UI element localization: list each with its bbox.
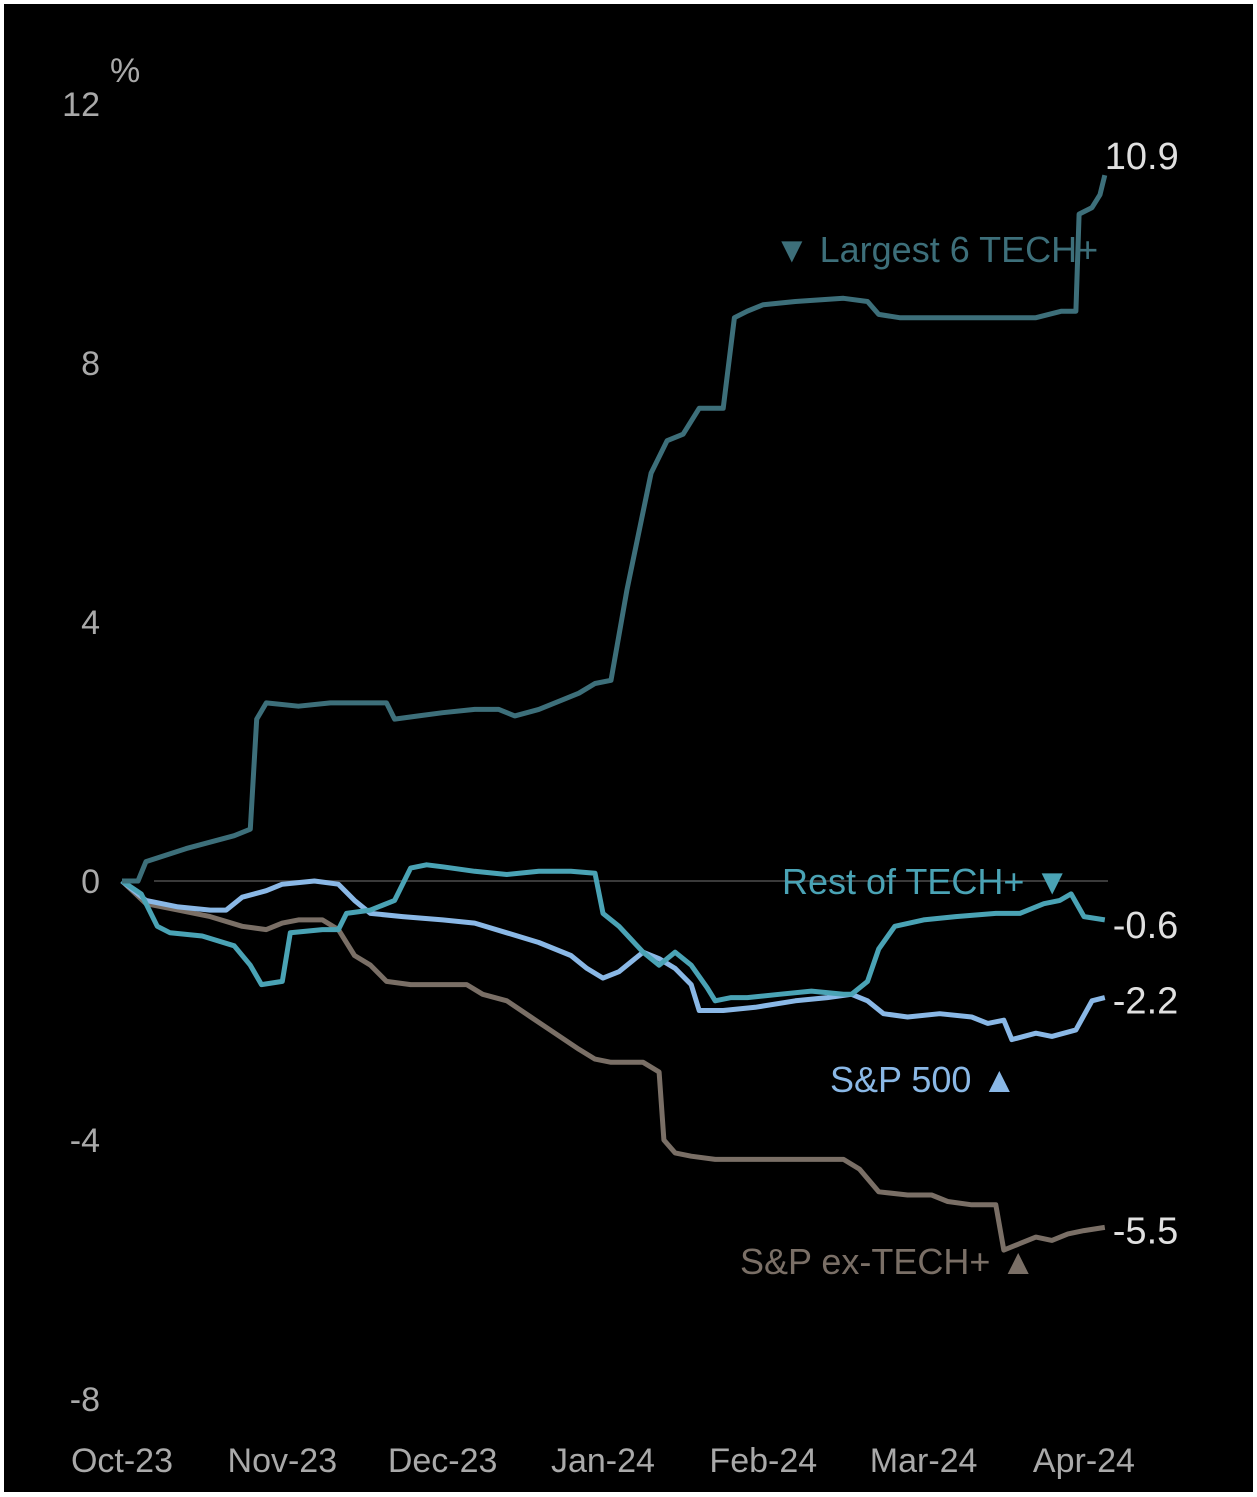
x-axis-ticks: Oct-23 Nov-23 Dec-23 Jan-24 Feb-24 Mar-24 Apr-… xyxy=(71,1442,1135,1480)
x-tick-label: Apr-24 xyxy=(1033,1442,1135,1480)
line-chart: % 12 8 4 0 -4 -8 Oct-23 Nov-23 Dec-23 Jan-24 Feb-… xyxy=(62,52,1179,1480)
y-axis-unit-label: % xyxy=(110,52,140,90)
y-axis-ticks: 12 8 4 0 -4 -8 xyxy=(62,86,100,1419)
series-end-value-label: -5.5 xyxy=(1113,1210,1178,1252)
series-lines xyxy=(120,174,1108,1253)
x-tick-label: Mar-24 xyxy=(870,1442,978,1480)
series-name-label: S&P 500 ▲ xyxy=(830,1059,1017,1100)
y-tick-label: 4 xyxy=(81,604,100,642)
x-tick-label: Feb-24 xyxy=(709,1442,817,1480)
x-tick-label: Nov-23 xyxy=(228,1442,338,1480)
y-tick-label: 12 xyxy=(62,86,100,124)
series-end-value-label: -0.6 xyxy=(1113,905,1178,947)
series-end-labels: 10.9 -0.6 -2.2 -5.5 xyxy=(1105,136,1179,1252)
y-tick-label: -8 xyxy=(70,1381,100,1419)
series-name-labels: ▼ Largest 6 TECH+ Rest of TECH+ ▼ S&P 500 … xyxy=(740,229,1098,1282)
y-tick-label: -4 xyxy=(70,1122,100,1160)
series-end-value-label: -2.2 xyxy=(1113,981,1178,1023)
y-tick-label: 0 xyxy=(81,863,100,901)
y-tick-label: 8 xyxy=(81,345,100,383)
series-line-rest-of-tech- xyxy=(120,862,1106,1004)
series-line-largest-6-tech- xyxy=(122,174,1108,884)
chart-frame: % 12 8 4 0 -4 -8 Oct-23 Nov-23 Dec-23 Jan-24 Feb-… xyxy=(4,4,1253,1492)
x-tick-label: Jan-24 xyxy=(551,1442,655,1480)
x-tick-label: Oct-23 xyxy=(71,1442,173,1480)
series-line-s-p-ex-tech- xyxy=(120,879,1106,1253)
series-name-label: ▼ Largest 6 TECH+ xyxy=(774,229,1098,270)
series-name-label: Rest of TECH+ ▼ xyxy=(782,861,1070,902)
series-name-label: S&P ex-TECH+ ▲ xyxy=(740,1241,1036,1282)
x-tick-label: Dec-23 xyxy=(388,1442,498,1480)
series-end-value-label: 10.9 xyxy=(1105,136,1179,178)
series-line-s-p-500 xyxy=(120,878,1106,1043)
